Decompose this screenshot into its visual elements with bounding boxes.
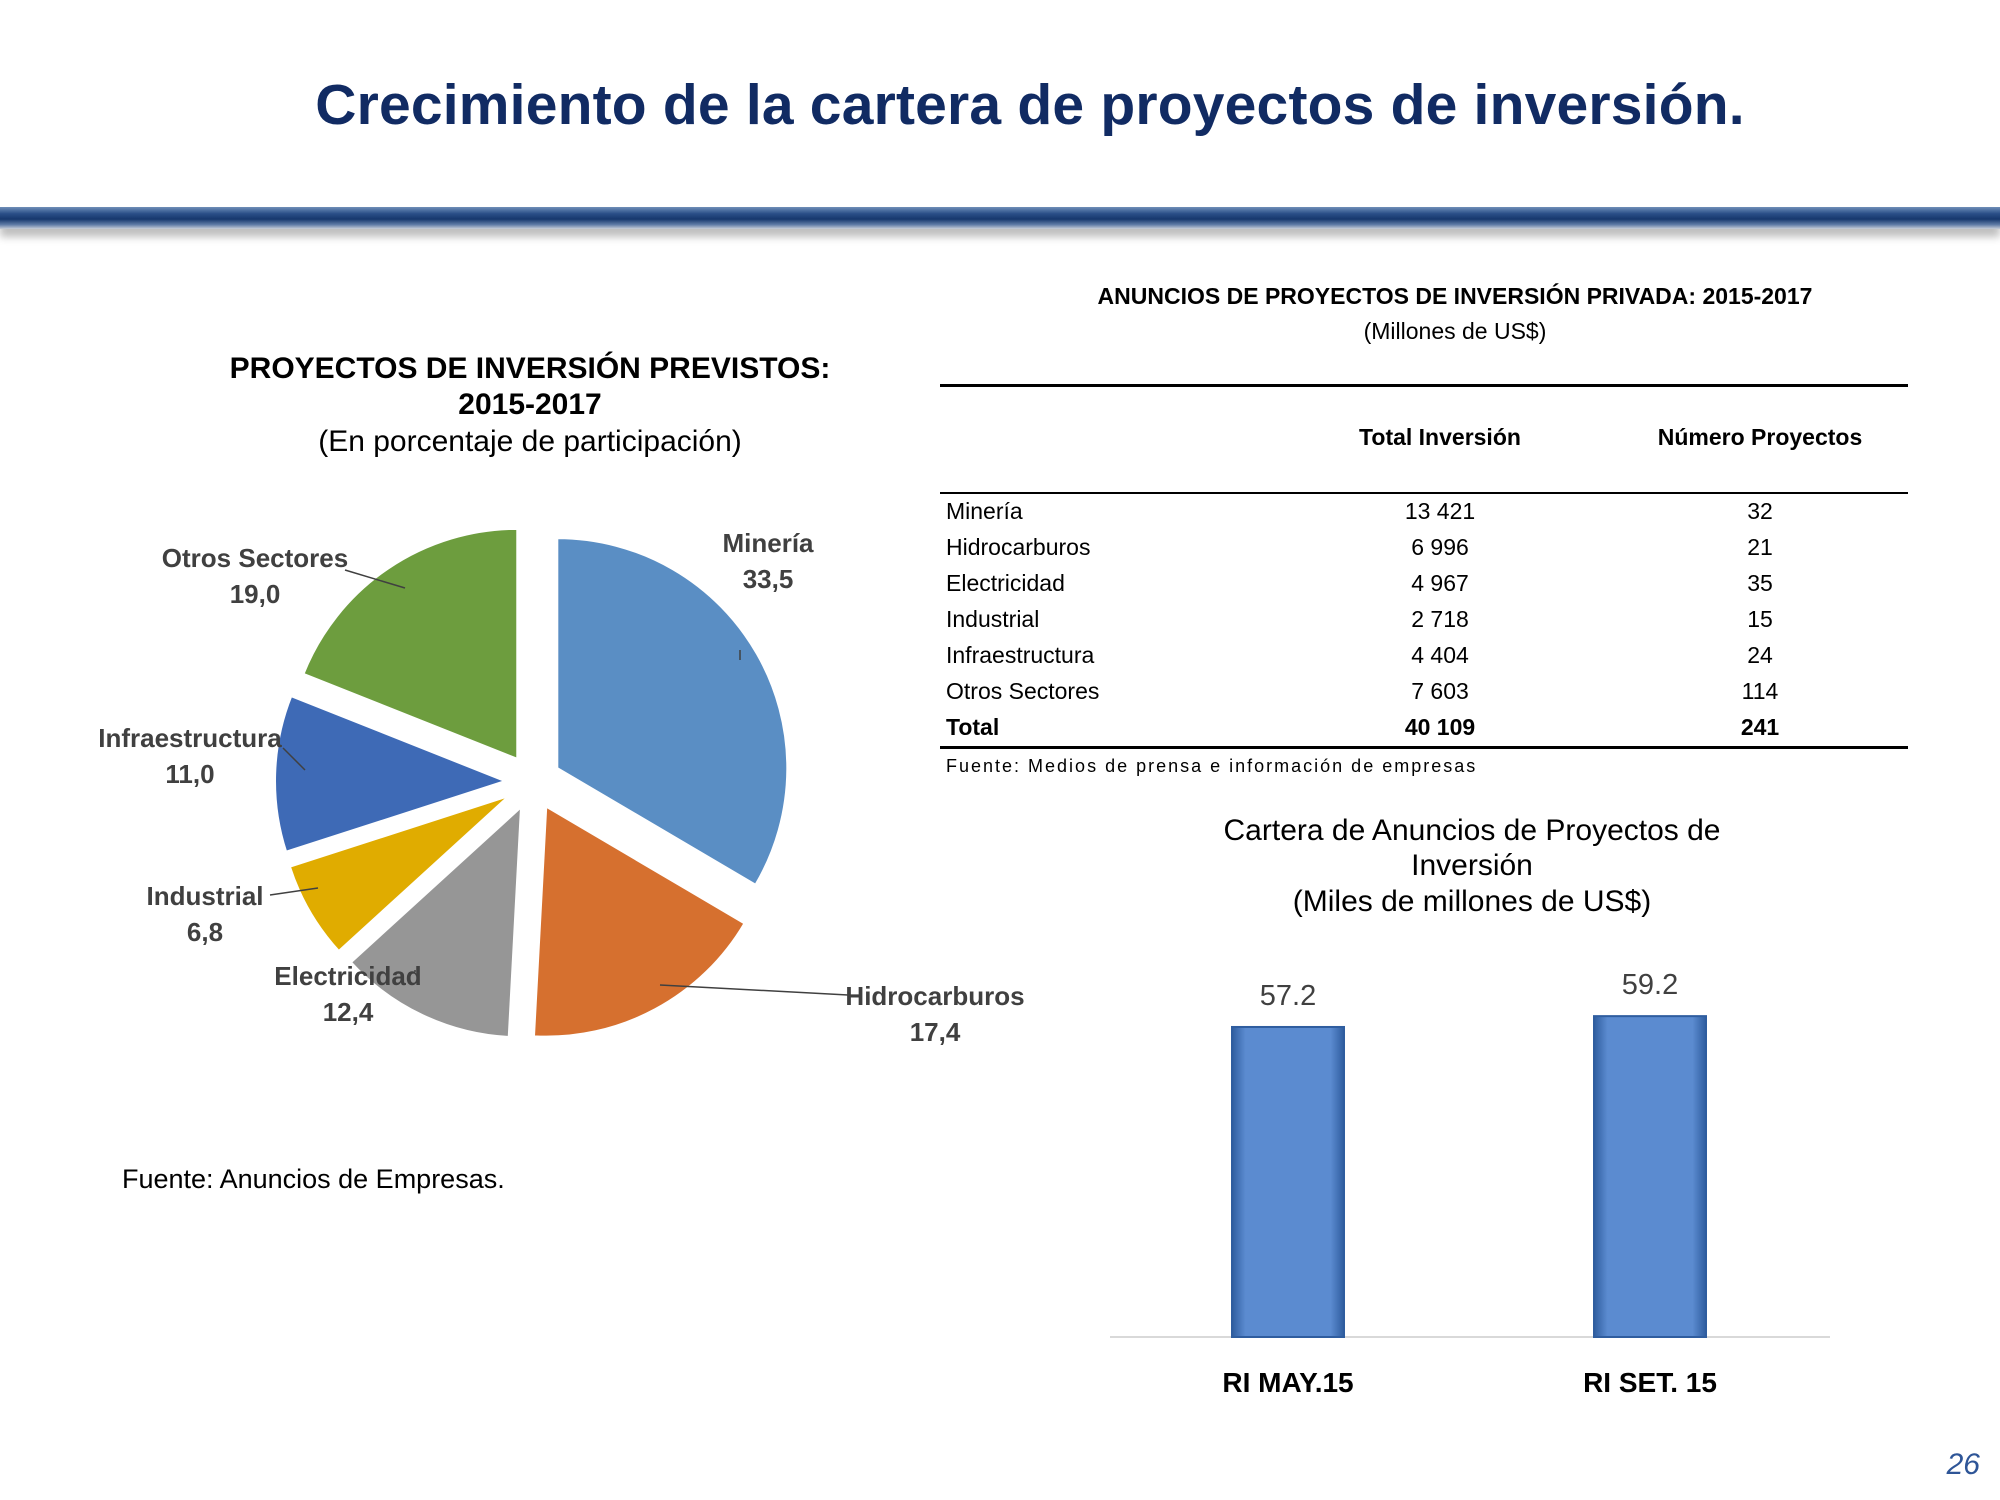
pie-slice-mineria (556, 537, 789, 887)
pie-value-industrial: 6,8 (187, 917, 223, 947)
pie-chart: Minería 33,5 Hidrocarburos 17,4 Electricidad… (98, 527, 1025, 1047)
bar-chart: 57.2 RI MAY.15 59.2 RI SET. 15 (1110, 969, 1830, 1398)
table-row: Industrial 2 718 15 (940, 606, 1908, 642)
pie-title-line2: 2015-2017 (458, 388, 602, 421)
pie-source: Fuente: Anuncios de Empresas. (122, 1164, 505, 1194)
pie-leader-line (282, 747, 306, 771)
bar-category-label: RI MAY.15 (1222, 1367, 1353, 1398)
bar-value-label: 57.2 (1260, 980, 1316, 1012)
pie-slice-hidrocarburos (532, 804, 746, 1038)
pie-slice-electricidad (349, 804, 523, 1039)
table-header-total: Total Inversión (1359, 424, 1521, 450)
pie-title-line1: PROYECTOS DE INVERSIÓN PREVISTOS: (229, 352, 831, 385)
page-number: 26 (1946, 1448, 1980, 1481)
bar-ri-may-15 (1231, 1025, 1345, 1338)
pie-label-industrial: Industrial (146, 881, 263, 911)
row-sector: Minería (946, 498, 1023, 524)
pie-leader-line (344, 569, 406, 589)
pie-leader-line (659, 984, 849, 996)
table-bottom-rule (940, 746, 1908, 749)
pie-slice-otros-sectores (302, 527, 519, 761)
table-source: Fuente: Medios de prensa e información d… (946, 756, 1478, 776)
bar-subtitle: (Miles de millones de US$) (1292, 885, 1652, 918)
title-divider (0, 207, 2000, 229)
row-projects: 32 (1747, 498, 1773, 524)
row-investment: 6 996 (1411, 534, 1469, 560)
pie-label-hidrocarburos: Hidrocarburos (845, 981, 1024, 1011)
row-projects: 21 (1747, 534, 1773, 560)
pie-label-infraestructura: Infraestructura (98, 723, 282, 753)
pie-value-electricidad: 12,4 (323, 997, 374, 1027)
table-subtitle: (Millones de US$) (1363, 318, 1547, 344)
pie-value-infraestructura: 11,0 (165, 759, 214, 789)
row-projects: 114 (1741, 678, 1779, 704)
pie-label-electricidad: Electricidad (274, 961, 421, 991)
table-total-row: Total 40 109 241 (940, 714, 1908, 750)
table-row: Hidrocarburos 6 996 21 (940, 534, 1908, 570)
table-row: Otros Sectores 7 603 114 (940, 678, 1908, 714)
row-investment: 2 718 (1411, 606, 1469, 632)
bar-ri-set-15 (1593, 1015, 1707, 1339)
table-row: Electricidad 4 967 35 (940, 570, 1908, 606)
row-projects: 15 (1747, 606, 1773, 632)
pie-label-mineria: Minería (722, 528, 814, 558)
table-header-rule (940, 492, 1908, 494)
pie-slice-infraestructura (274, 694, 508, 853)
pie-value-hidrocarburos: 17,4 (910, 1017, 961, 1047)
pie-label-otros-sectores: Otros Sectores (162, 543, 348, 573)
table-row: Infraestructura 4 404 24 (940, 642, 1908, 678)
pie-value-mineria: 33,5 (743, 564, 794, 594)
total-label: Total (946, 714, 1000, 740)
row-sector: Infraestructura (946, 642, 1095, 668)
row-sector: Industrial (946, 606, 1040, 632)
row-sector: Hidrocarburos (946, 534, 1091, 560)
table-header-count: Número Proyectos (1657, 424, 1863, 450)
bar-category-label: RI SET. 15 (1583, 1367, 1717, 1398)
bar-title-line1: Cartera de Anuncios de Proyectos de (1223, 814, 1721, 847)
row-sector: Electricidad (946, 570, 1065, 596)
total-projects: 241 (1740, 714, 1780, 740)
row-sector: Otros Sectores (946, 678, 1100, 704)
total-investment: 40 109 (1404, 714, 1476, 740)
row-investment: 4 967 (1411, 570, 1469, 596)
row-investment: 4 404 (1411, 642, 1469, 668)
table-title: ANUNCIOS DE PROYECTOS DE INVERSIÓN PRIVA… (1097, 283, 1813, 309)
pie-value-otros-sectores: 19,0 (230, 579, 281, 609)
row-projects: 35 (1747, 570, 1773, 596)
row-projects: 24 (1747, 642, 1773, 668)
row-investment: 13 421 (1404, 498, 1476, 524)
pie-slice-industrial (288, 795, 510, 953)
row-investment: 7 603 (1411, 678, 1469, 704)
bar-value-label: 59.2 (1622, 969, 1678, 1001)
table-top-rule (940, 384, 1908, 387)
pie-leader-line (269, 887, 319, 896)
slide-title: Crecimiento de la cartera de proyectos d… (315, 73, 1745, 137)
table-row: Minería 13 421 32 (940, 498, 1908, 534)
bar-title-line2: Inversión (1411, 849, 1533, 882)
pie-subtitle: (En porcentaje de participación) (318, 425, 742, 458)
